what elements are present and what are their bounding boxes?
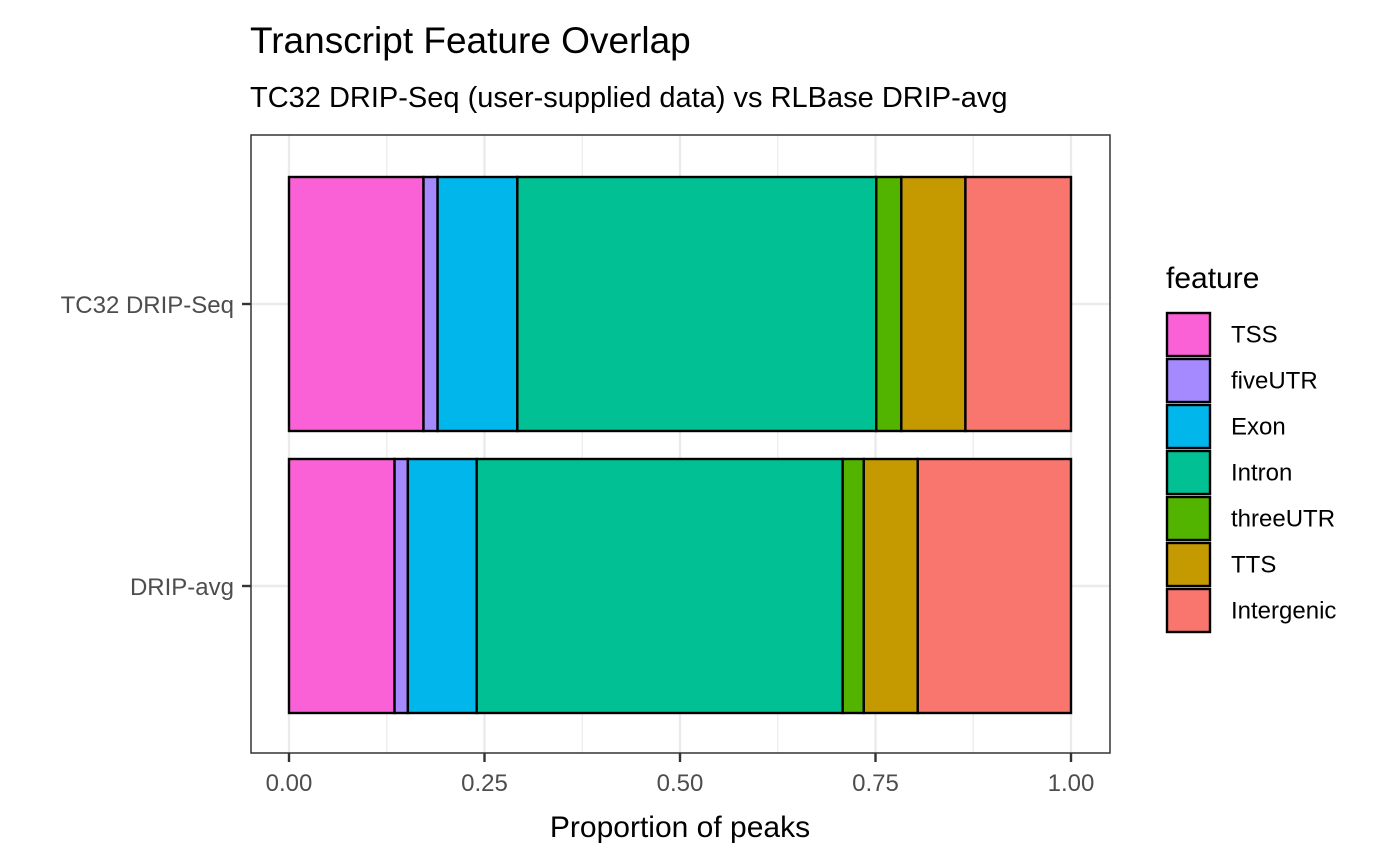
legend-label-fiveutr: fiveUTR bbox=[1231, 368, 1318, 395]
y-tick-label: DRIP-avg bbox=[130, 574, 234, 601]
bar-drip-avg-intergenic bbox=[916, 457, 1073, 715]
bar-drip-avg-intron bbox=[475, 457, 844, 715]
bar-tc32-drip-seq-tts bbox=[900, 175, 967, 433]
legend-label-intergenic: Intergenic bbox=[1231, 598, 1336, 625]
bar-tc32-drip-seq-fiveutr bbox=[422, 175, 439, 433]
bar-tc32-drip-seq-exon bbox=[436, 175, 519, 433]
legend-label-tss: TSS bbox=[1231, 322, 1278, 349]
chart-subtitle: TC32 DRIP-Seq (user-supplied data) vs RL… bbox=[250, 82, 1008, 114]
legend-key-threeutr bbox=[1165, 495, 1212, 542]
chart-title: Transcript Feature Overlap bbox=[250, 20, 691, 61]
bar-tc32-drip-seq-threeutr bbox=[875, 175, 903, 433]
x-axis: 0.00 0.25 0.50 0.75 1.00 bbox=[266, 753, 1095, 797]
legend-key-tts bbox=[1165, 541, 1212, 588]
x-axis-title: Proportion of peaks bbox=[550, 811, 810, 844]
bar-drip-avg-tss bbox=[287, 457, 396, 715]
legend-label-threeutr: threeUTR bbox=[1231, 506, 1335, 533]
x-tick-label: 0.25 bbox=[461, 770, 508, 797]
legend-label-exon: Exon bbox=[1231, 414, 1286, 441]
bars-layer bbox=[287, 175, 1073, 715]
bar-tc32-drip-seq-intron bbox=[516, 175, 878, 433]
x-tick-label: 0.00 bbox=[266, 770, 313, 797]
x-tick-label: 0.75 bbox=[852, 770, 899, 797]
legend-label-tts: TTS bbox=[1231, 552, 1276, 579]
bar-drip-avg-threeutr bbox=[841, 457, 865, 715]
bar-drip-avg-tts bbox=[862, 457, 919, 715]
legend-key-intron bbox=[1165, 449, 1212, 496]
x-tick-label: 1.00 bbox=[1048, 770, 1095, 797]
x-tick-label: 0.50 bbox=[657, 770, 704, 797]
y-tick-label: TC32 DRIP-Seq bbox=[61, 292, 234, 319]
legend-key-exon bbox=[1165, 403, 1212, 450]
legend-key-fiveutr bbox=[1165, 357, 1212, 404]
y-axis: TC32 DRIP-Seq DRIP-avg bbox=[61, 292, 251, 601]
bar-tc32-drip-seq-tss bbox=[287, 175, 425, 433]
legend-label-intron: Intron bbox=[1231, 460, 1292, 487]
legend-key-tss bbox=[1165, 311, 1212, 358]
legend-title: feature bbox=[1166, 262, 1259, 295]
bar-drip-avg-fiveutr bbox=[393, 457, 410, 715]
bar-tc32-drip-seq-intergenic bbox=[964, 175, 1073, 433]
legend-key-intergenic bbox=[1165, 587, 1212, 634]
bar-drip-avg-exon bbox=[406, 457, 478, 715]
legend: feature TSS fiveUTR Exon Intron threeUTR TTS I… bbox=[1165, 262, 1336, 634]
